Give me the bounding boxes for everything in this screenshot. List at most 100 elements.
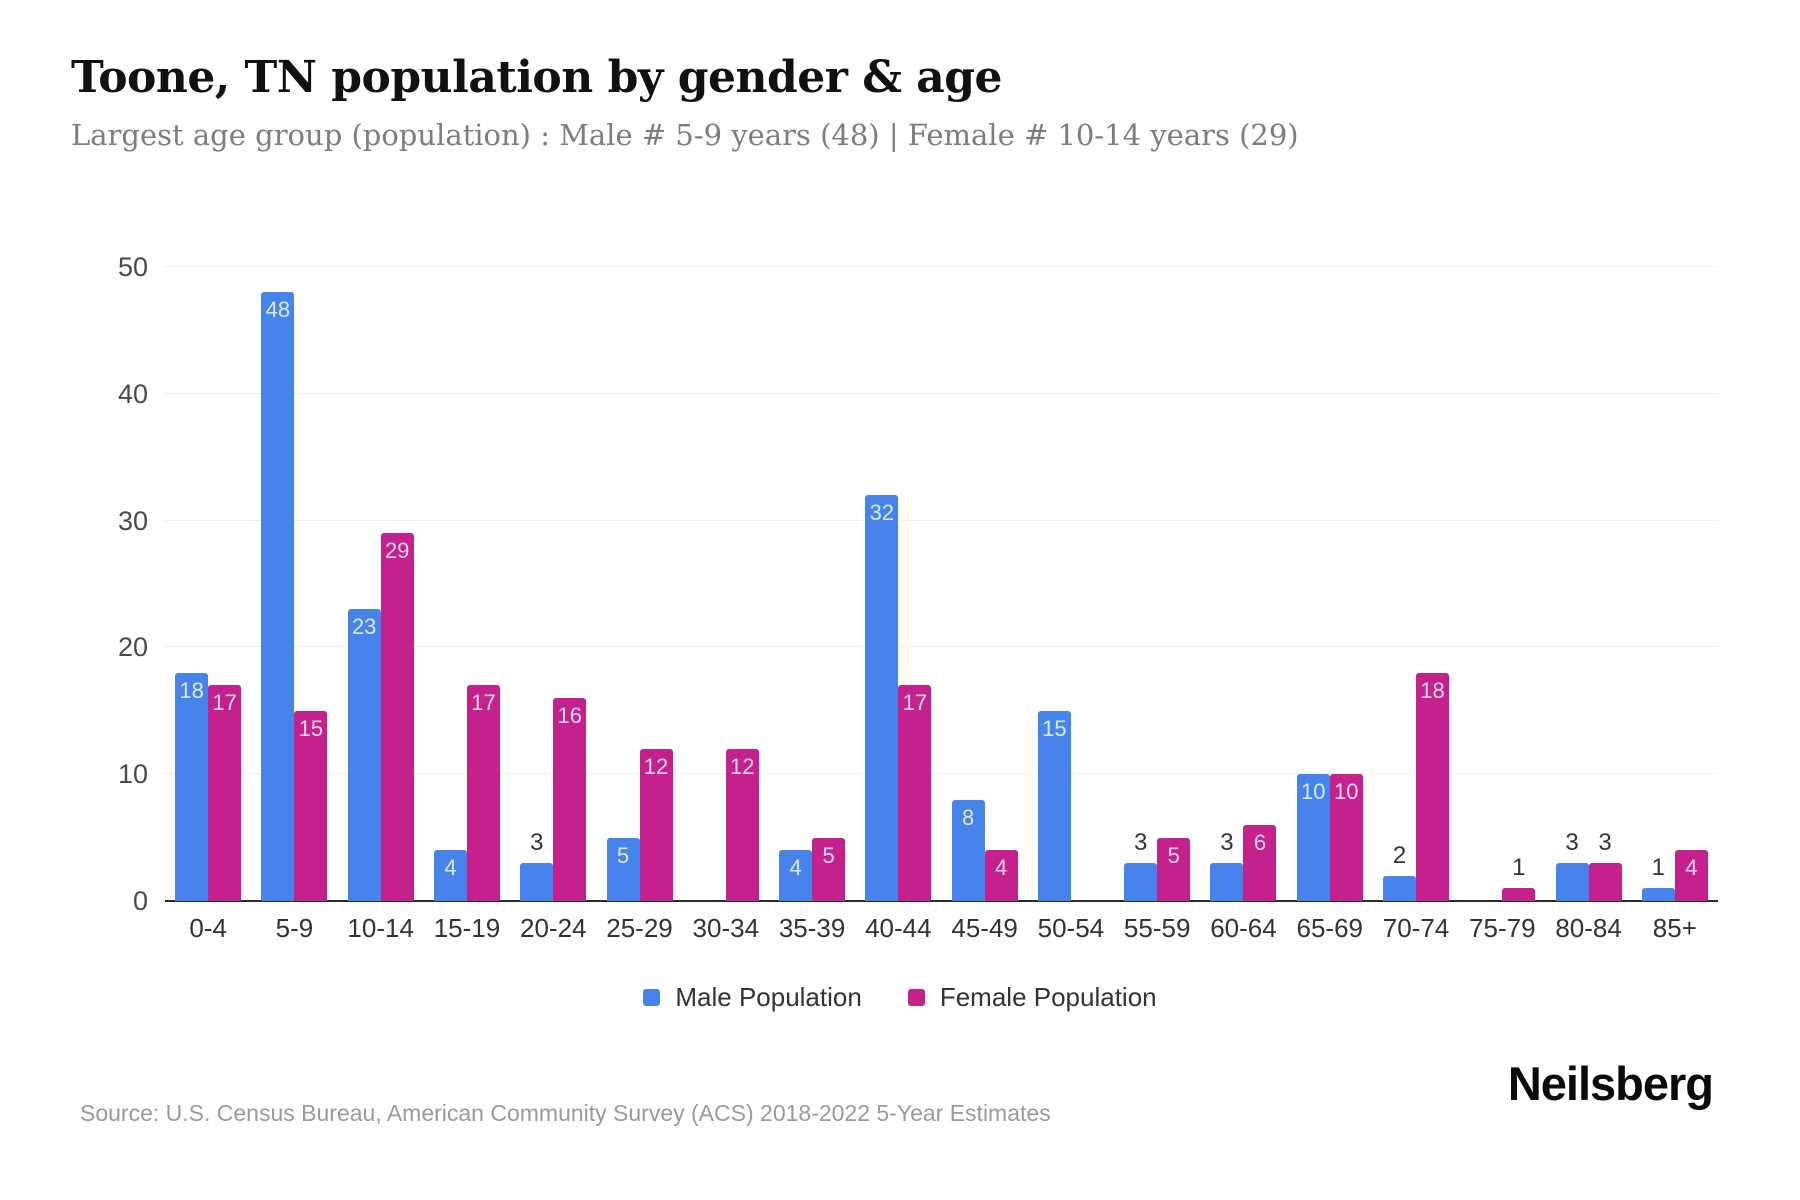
gridline-40 xyxy=(165,392,1718,394)
x-tick-label-40-44: 40-44 xyxy=(865,913,932,943)
female-bar-25-29: 12 xyxy=(639,748,673,901)
bar-value-label: 1 xyxy=(1651,854,1666,882)
male-bar-15-19: 4 xyxy=(433,850,467,901)
male-bar-55-59 xyxy=(1124,862,1158,901)
legend-item-female: Female Population xyxy=(907,982,1157,1013)
x-tick-label-65-69: 65-69 xyxy=(1296,913,1363,943)
y-tick-label-20: 20 xyxy=(117,632,148,663)
plot-area: 18 17 48 15 23 29 4 17 3 16 5 12 12 4 5 32 17 8 4 15 3 5 3 6 10 1… xyxy=(165,266,1718,902)
x-tick-label-30-34: 30-34 xyxy=(692,913,760,943)
x-tick-label-25-29: 25-29 xyxy=(606,913,673,943)
x-tick-label-70-74: 70-74 xyxy=(1382,913,1450,943)
y-tick-label-10: 10 xyxy=(117,759,148,790)
female-bar-30-34: 12 xyxy=(725,748,759,901)
male-bar-25-29: 5 xyxy=(606,837,640,901)
female-bar-65-69: 10 xyxy=(1329,774,1363,901)
bar-value-label: 15 xyxy=(298,715,324,741)
neilsberg-logo: Neilsberg xyxy=(1507,1057,1714,1110)
female-bar-75-79 xyxy=(1502,888,1536,901)
x-tick-label-85+: 85+ xyxy=(1652,913,1697,943)
female-bar-15-19: 17 xyxy=(466,685,500,901)
bar-value-label: 10 xyxy=(1301,779,1326,805)
gridline-50 xyxy=(165,266,1718,267)
female-bar-40-44: 17 xyxy=(898,685,932,901)
x-tick-label-75-79: 75-79 xyxy=(1469,913,1536,943)
x-tick-label-55-59: 55-59 xyxy=(1123,913,1191,943)
bar-value-label: 23 xyxy=(351,614,377,640)
male-bar-20-24 xyxy=(520,862,554,901)
bar-value-label: 16 xyxy=(557,703,582,729)
bar-value-label: 4 xyxy=(789,855,802,881)
x-tick-label-50-54: 50-54 xyxy=(1037,913,1105,943)
gridline-20 xyxy=(165,646,1718,648)
male-legend-label: Male Population xyxy=(675,982,862,1012)
gridline-30 xyxy=(165,519,1718,521)
bar-value-label: 29 xyxy=(384,538,410,564)
male-bar-85+ xyxy=(1641,888,1675,901)
male-bar-35-39: 4 xyxy=(779,850,813,901)
source-attribution: Source: U.S. Census Bureau, American Com… xyxy=(80,1100,1051,1126)
female-bar-0-4: 17 xyxy=(208,685,242,901)
female-bar-45-49: 4 xyxy=(984,850,1018,901)
bar-value-label: 3 xyxy=(1565,828,1579,856)
bar-value-label: 17 xyxy=(471,690,496,716)
female-bar-80-84 xyxy=(1588,862,1622,901)
bar-value-label: 2 xyxy=(1392,841,1407,869)
male-bar-65-69: 10 xyxy=(1296,774,1330,901)
bar-value-label: 17 xyxy=(902,690,928,716)
bar-value-label: 6 xyxy=(1253,829,1267,855)
bar-value-label: 15 xyxy=(1042,715,1067,741)
bar-value-label: 17 xyxy=(212,690,237,716)
bar-value-label: 1 xyxy=(1512,854,1526,882)
female-bar-85+: 4 xyxy=(1674,850,1708,901)
y-tick-label-0: 0 xyxy=(132,886,148,916)
bar-value-label: 3 xyxy=(1220,828,1234,856)
female-legend-label: Female Population xyxy=(939,982,1157,1012)
bar-value-label: 4 xyxy=(995,855,1008,881)
male-legend-swatch xyxy=(643,989,661,1006)
y-axis: 0 10 20 30 40 50 xyxy=(55,252,148,916)
male-bar-80-84 xyxy=(1555,862,1589,901)
legend-item-male: Male Population xyxy=(643,982,862,1013)
bar-value-label: 5 xyxy=(616,842,630,868)
bar-value-label: 5 xyxy=(822,842,835,868)
x-tick-label-35-39: 35-39 xyxy=(778,913,846,943)
male-bar-5-9: 48 xyxy=(261,292,295,901)
y-tick-label-50: 50 xyxy=(117,252,148,282)
chart-title: Toone, TN population by gender & age xyxy=(71,52,1003,103)
x-tick-label-80-84: 80-84 xyxy=(1555,913,1622,943)
female-bar-55-59: 5 xyxy=(1157,837,1191,901)
y-tick-label-30: 30 xyxy=(117,505,148,536)
female-bar-10-14: 29 xyxy=(380,533,414,901)
bar-value-label: 3 xyxy=(1598,828,1612,856)
bar-value-label: 12 xyxy=(643,753,669,779)
bar-value-label: 10 xyxy=(1334,779,1359,805)
bar-value-label: 18 xyxy=(179,677,204,703)
x-tick-label-20-24: 20-24 xyxy=(519,913,587,943)
female-bar-35-39: 5 xyxy=(812,837,846,901)
bar-value-label: 3 xyxy=(1134,828,1148,856)
male-bar-0-4: 18 xyxy=(175,672,209,901)
bar-value-label: 32 xyxy=(869,500,895,526)
x-tick-label-60-64: 60-64 xyxy=(1210,913,1277,943)
y-tick-label-40: 40 xyxy=(117,378,148,409)
male-bar-40-44: 32 xyxy=(865,495,899,901)
male-bar-70-74 xyxy=(1383,875,1417,901)
bar-value-label: 8 xyxy=(962,804,975,830)
male-bar-60-64 xyxy=(1210,862,1244,901)
gridline-10 xyxy=(165,773,1718,775)
male-bar-10-14: 23 xyxy=(347,609,381,901)
male-bar-50-54: 15 xyxy=(1037,710,1071,901)
x-tick-label-45-49: 45-49 xyxy=(951,913,1018,943)
bar-value-label: 4 xyxy=(1685,855,1698,881)
chart-subtitle: Largest age group (population) : Male # … xyxy=(71,118,1299,152)
bar-value-label: 48 xyxy=(265,297,291,323)
bar-value-label: 18 xyxy=(1420,677,1445,703)
x-tick-label-0-4: 0-4 xyxy=(189,913,227,943)
legend: Male Population Female Population xyxy=(0,982,1800,1013)
bar-value-label: 3 xyxy=(530,828,544,856)
x-tick-label-5-9: 5-9 xyxy=(275,913,314,943)
female-bar-70-74: 18 xyxy=(1416,672,1450,901)
female-bar-5-9: 15 xyxy=(294,710,328,901)
x-axis-line xyxy=(165,900,1718,902)
